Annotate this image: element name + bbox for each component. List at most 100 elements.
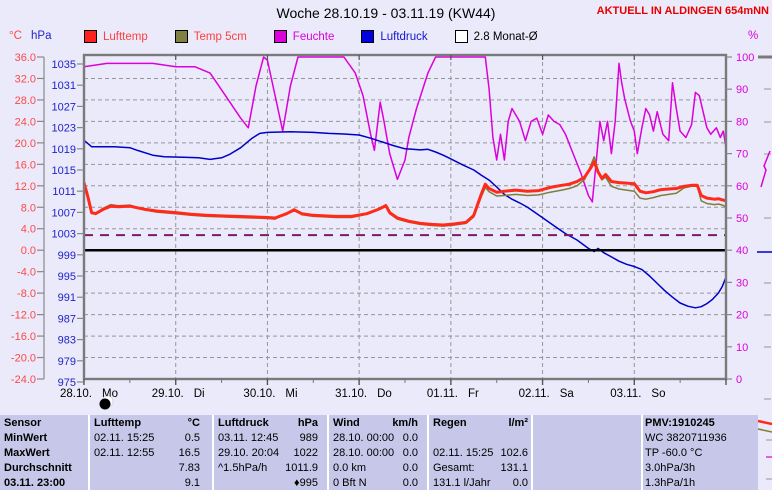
table-value: 7.83 [178, 462, 200, 474]
legend-item: Temp 5cm [174, 29, 247, 44]
temp-tick-label: -20.0 [11, 353, 36, 365]
next-panel-stub [760, 150, 771, 188]
table-value: 9.1 [184, 477, 200, 489]
table-row-label: Durchschnitt [4, 462, 72, 474]
next-panel-stub [757, 428, 772, 433]
temp-tick-label: 8.0 [21, 202, 36, 214]
humidity-tick-label: 70 [736, 149, 748, 161]
day-label: 31.10. Do [335, 388, 392, 400]
series-lufttemp [84, 160, 726, 227]
legend-swatch [84, 30, 97, 43]
table-col-unit: l/m² [508, 417, 528, 429]
table-separator [88, 415, 90, 490]
table-value: 0.0 [402, 432, 418, 444]
table-value-time: 0.0 km [333, 462, 367, 474]
pressure-tick-label: 1031 [52, 80, 76, 92]
location-banner: AKTUELL IN ALDINGEN 654mNN [596, 5, 769, 17]
day-label: 30.10. Mi [243, 388, 297, 400]
station-info: 1.3hPa/1h [645, 477, 696, 489]
legend-item: 2.8 Monat-Ø [454, 29, 538, 44]
table-value-time: 02.11. 15:25 [94, 432, 155, 444]
table-value-time: Gesamt: [433, 462, 475, 474]
day-label: 02.11. Sa [519, 388, 575, 400]
pressure-tick-label: 991 [58, 292, 76, 304]
day-label: 29.10. Di [152, 388, 205, 400]
temp-tick-label: 4.0 [21, 224, 36, 236]
humidity-tick-label: 100 [736, 52, 754, 64]
humidity-axis-unit-label: % [748, 30, 759, 42]
temp-tick-label: 28.0 [15, 95, 36, 107]
pressure-tick-label: 1011 [52, 186, 76, 198]
legend-item: Lufttemp [84, 29, 148, 44]
moon-icon [99, 398, 111, 410]
pressure-tick-label: 995 [58, 271, 76, 283]
humidity-tick-label: 40 [736, 245, 748, 257]
table-row-label: MaxWert [4, 447, 50, 459]
temp-tick-label: 24.0 [15, 116, 36, 128]
pressure-tick-label: 1007 [52, 207, 76, 219]
table-value: 131.1 [500, 462, 528, 474]
pressure-tick-label: 1019 [52, 144, 76, 156]
legend-label: Feuchte [292, 30, 335, 43]
legend-swatch [174, 30, 188, 43]
pressure-tick-label: 975 [58, 377, 76, 389]
temp-tick-label: 32.0 [15, 73, 36, 85]
table-row-label: 03.11. 23:00 [4, 477, 66, 489]
table-row-label: Sensor [4, 417, 42, 429]
legend-swatch [273, 30, 287, 43]
legend-item: Luftdruck [361, 29, 428, 44]
table-row-label: MinWert [4, 432, 48, 444]
table-value-time: 03.11. 12:45 [218, 432, 279, 444]
table-separator [531, 415, 533, 490]
station-info: WC 3820711936 [645, 432, 727, 444]
humidity-tick-label: 60 [736, 181, 748, 193]
pressure-tick-label: 999 [58, 250, 76, 262]
pressure-tick-label: 987 [58, 313, 76, 325]
table-value-time: 02.11. 15:25 [433, 447, 494, 459]
day-label: 01.11. Fr [427, 388, 479, 400]
temp-tick-label: -12.0 [11, 310, 36, 322]
stats-table: Sensor MinWert MaxWert Durchschnitt 03.11. 2… [0, 415, 758, 490]
pressure-axis-unit-label: hPa [31, 30, 52, 42]
table-separator [641, 415, 643, 490]
pressure-tick-label: 979 [58, 356, 76, 368]
legend-label: Lufttemp [103, 30, 148, 43]
table-col-header: Wind [333, 417, 360, 429]
table-value: 0.0 [402, 462, 418, 474]
temp-tick-label: -24.0 [11, 374, 36, 386]
day-label: 03.11. So [610, 388, 665, 400]
temp-tick-label: 20.0 [15, 138, 36, 150]
legend-item: Feuchte [273, 29, 335, 44]
legend-label: 2.8 Monat-Ø [473, 30, 538, 43]
table-col-header: Luftdruck [218, 417, 269, 429]
humidity-tick-label: 30 [736, 277, 748, 289]
plot-border [82, 53, 728, 381]
station-info: PMV:1910245 [645, 417, 715, 429]
table-value: 989 [299, 432, 318, 444]
legend-swatch [454, 30, 468, 43]
page-title: Woche 28.10.19 - 03.11.19 (KW44) [276, 5, 496, 21]
table-col-header: Lufttemp [94, 417, 142, 429]
table-col-header: Regen [433, 417, 467, 429]
series-temp-5cm [84, 156, 726, 227]
pressure-tick-label: 1035 [52, 59, 76, 71]
legend-label: Luftdruck [380, 30, 428, 43]
station-info: 3.0hPa/3h [645, 462, 696, 474]
table-value: 0.0 [402, 477, 418, 489]
table-value: 102.6 [500, 447, 528, 459]
table-separator [212, 415, 214, 490]
humidity-tick-label: 0 [736, 374, 742, 386]
legend-label: Temp 5cm [193, 30, 247, 43]
table-value: 0.0 [402, 447, 418, 459]
table-value-time: 131.1 l/Jahr [433, 477, 491, 489]
table-value: 0.5 [184, 432, 200, 444]
pressure-tick-label: 1015 [52, 165, 76, 177]
series-luftdruck [84, 131, 726, 309]
station-info: TP -60.0 °C [645, 447, 703, 459]
table-separator [327, 415, 329, 490]
table-value: 16.5 [178, 447, 200, 459]
table-value-time: 02.11. 12:55 [94, 447, 155, 459]
pressure-tick-label: 1023 [52, 123, 76, 135]
pressure-tick-label: 1003 [52, 229, 76, 241]
